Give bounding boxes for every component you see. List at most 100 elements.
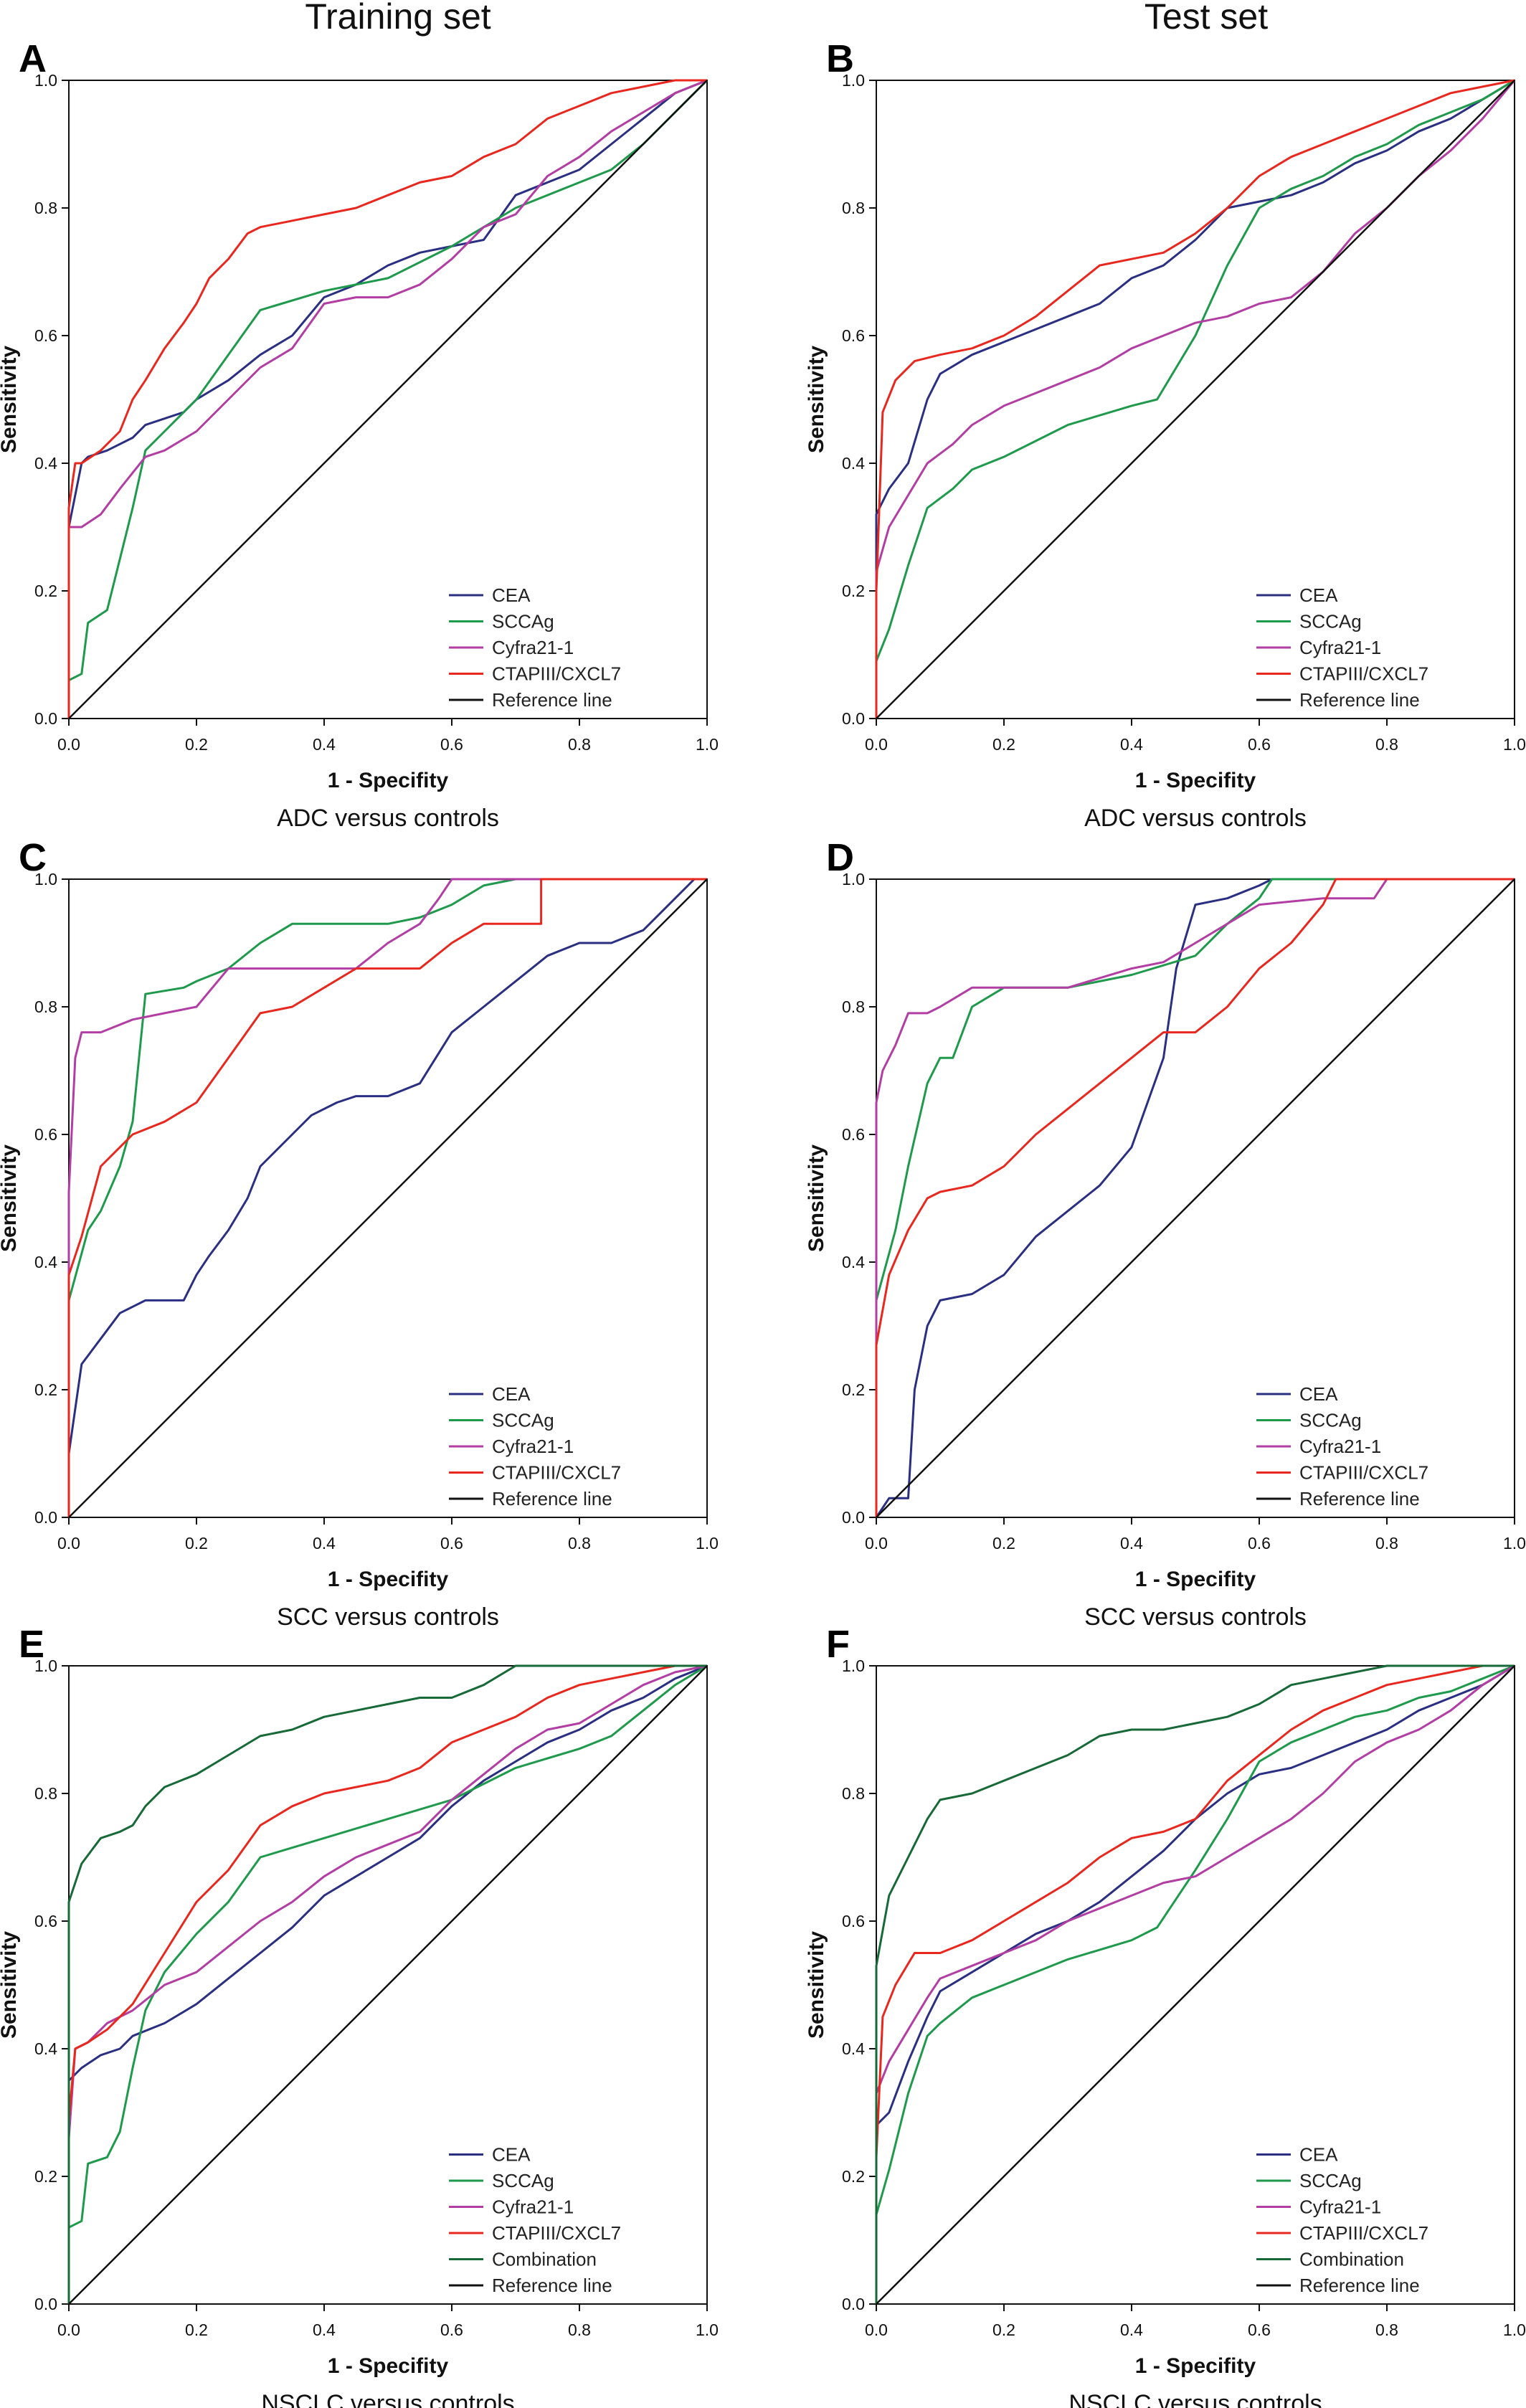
x-tick-label: 1.0 (1503, 1534, 1526, 1553)
y-tick-label: 0.8 (842, 1784, 865, 1803)
legend-label: CTAPIII/CXCL7 (1299, 663, 1428, 685)
y-tick-label: 0.6 (34, 1912, 57, 1930)
panel-caption: ADC versus controls (277, 805, 499, 832)
series-line-0 (67, 79, 708, 719)
x-tick-label: 0.8 (568, 1534, 591, 1553)
series-line-1 (875, 1664, 1515, 2304)
x-tick-label: 0.8 (1375, 2321, 1398, 2339)
legend-label: Reference line (492, 1488, 612, 1509)
y-tick-label: 0.8 (842, 997, 865, 1016)
x-tick-label: 0.0 (865, 2321, 888, 2339)
roc-panel-c: C 0.00.0 0.2 0.2 0.4 0.4 0.6 0.6 0.8 0.8 1.0 1.0 1 -… (0, 836, 719, 1631)
x-tick-label: 1.0 (1503, 735, 1526, 754)
series-line-4 (68, 80, 708, 719)
series-line-3 (67, 1664, 707, 2304)
legend-label: Reference line (1299, 689, 1420, 711)
panels: A0.00.00.20.20.40.40.60.60.80.81.01.01 -… (0, 37, 1526, 2408)
y-tick-label: 0.0 (34, 1508, 57, 1527)
y-tick-label: 0.8 (34, 199, 57, 217)
legend-label: SCCAg (492, 611, 554, 632)
plot-frame (68, 80, 708, 719)
x-tick-label: 0.4 (1120, 1534, 1143, 1553)
y-tick-label: 0.6 (842, 326, 865, 345)
legend-label: Combination (492, 2249, 597, 2270)
legend-label: CTAPIII/CXCL7 (492, 2222, 621, 2244)
legend-label: SCCAg (492, 2170, 554, 2191)
panel-letter: B (826, 37, 854, 80)
y-tick-label: 0.6 (34, 326, 57, 345)
x-tick-label: 0.6 (440, 1534, 463, 1553)
x-tick-label: 1.0 (696, 2321, 719, 2339)
x-tick-label: 0.6 (440, 2321, 463, 2339)
y-tick-label: 1.0 (842, 71, 865, 90)
legend-label: Cyfra21-1 (492, 637, 574, 658)
legend-label: SCCAg (492, 1410, 554, 1431)
legend-label: CEA (492, 584, 531, 606)
legend-label: Cyfra21-1 (492, 2196, 574, 2218)
x-tick-label: 0.8 (568, 735, 591, 754)
series-line-5 (876, 1665, 1515, 2305)
legend-label: CEA (1299, 584, 1338, 606)
legend-label: CEA (1299, 1383, 1338, 1405)
y-axis-label: Sensitivity (0, 1144, 21, 1252)
y-tick-label: 0.6 (842, 1125, 865, 1144)
legend-label: Cyfra21-1 (1299, 2196, 1381, 2218)
series-line-2 (67, 1664, 708, 2304)
y-tick-label: 0.8 (34, 997, 57, 1016)
column-title-test: Test set (1144, 0, 1268, 37)
x-tick-label: 0.0 (57, 735, 80, 754)
panel-letter: F (826, 1623, 850, 1666)
legend-label: CTAPIII/CXCL7 (1299, 1462, 1428, 1484)
y-tick-label: 0.4 (34, 1253, 57, 1271)
y-tick-label: 0.2 (842, 1380, 865, 1399)
y-tick-label: 0.4 (842, 1253, 865, 1271)
legend-label: Cyfra21-1 (1299, 637, 1381, 658)
series-line-1 (67, 79, 708, 719)
x-tick-label: 0.4 (313, 735, 336, 754)
y-tick-label: 1.0 (34, 1656, 57, 1675)
series-line-4 (876, 80, 1515, 719)
y-axis-label: Sensitivity (0, 1931, 21, 2039)
y-tick-label: 0.6 (34, 1125, 57, 1144)
y-tick-label: 0.8 (34, 1784, 57, 1803)
panel-letter: C (19, 836, 47, 879)
panel-caption: SCC versus controls (1084, 1603, 1307, 1631)
panel-letter: A (19, 37, 47, 80)
roc-panel-b: B 0.00.0 0.2 0.2 0.4 0.4 0.6 0.6 0.8 0.8 1.0 1.0 1 -… (805, 37, 1526, 832)
x-tick-label: 0.4 (313, 2321, 336, 2339)
y-tick-label: 1.0 (842, 870, 865, 888)
x-tick-label: 1.0 (696, 1534, 719, 1553)
x-tick-label: 0.0 (57, 2321, 80, 2339)
column-titles: Training set Test set (305, 0, 1268, 37)
x-tick-label: 0.0 (865, 735, 888, 754)
x-tick-label: 0.6 (1248, 1534, 1271, 1553)
y-tick-label: 0.0 (34, 2295, 57, 2313)
y-axis-label: Sensitivity (805, 346, 828, 453)
y-tick-label: 0.0 (842, 709, 865, 728)
roc-panel-e: E 0.00.0 0.2 0.2 0.4 0.4 0.6 0.6 0.8 0.8 1.0 1.0 1 -… (0, 1623, 719, 2408)
series-line-3 (67, 79, 707, 719)
panel-caption: SCC versus controls (277, 1603, 499, 1631)
x-tick-label: 0.2 (992, 2321, 1015, 2339)
series-line-0 (67, 1664, 708, 2304)
series-line-4 (875, 1664, 1515, 2304)
y-tick-label: 0.0 (842, 2295, 865, 2313)
y-tick-label: 0.2 (34, 1380, 57, 1399)
y-tick-label: 0.4 (842, 454, 865, 473)
legend-label: CEA (492, 1383, 531, 1405)
series-line-2 (67, 878, 707, 1517)
series-line-3 (875, 878, 1515, 1517)
x-tick-label: 0.2 (185, 735, 208, 754)
legend-label: Reference line (1299, 2275, 1420, 2296)
legend-label: Cyfra21-1 (1299, 1436, 1381, 1457)
panel-letter: E (19, 1623, 44, 1666)
y-tick-label: 0.4 (842, 2039, 865, 2058)
x-tick-label: 0.6 (1248, 735, 1271, 754)
roc-panel-f: F 0.00.0 0.2 0.2 0.4 0.4 0.6 0.6 0.8 0.8 1.0 1.0 1 -… (805, 1623, 1526, 2408)
y-tick-label: 1.0 (34, 71, 57, 90)
x-axis-label: 1 - Specifity (328, 769, 449, 792)
y-axis-label: Sensitivity (805, 1931, 828, 2039)
series-line-5 (68, 1665, 708, 2305)
roc-panel-a: A 0.00.0 0.2 0.2 0.4 0.4 0.6 0.6 0.8 0.8 1.0 1.0 1 -… (0, 37, 719, 832)
